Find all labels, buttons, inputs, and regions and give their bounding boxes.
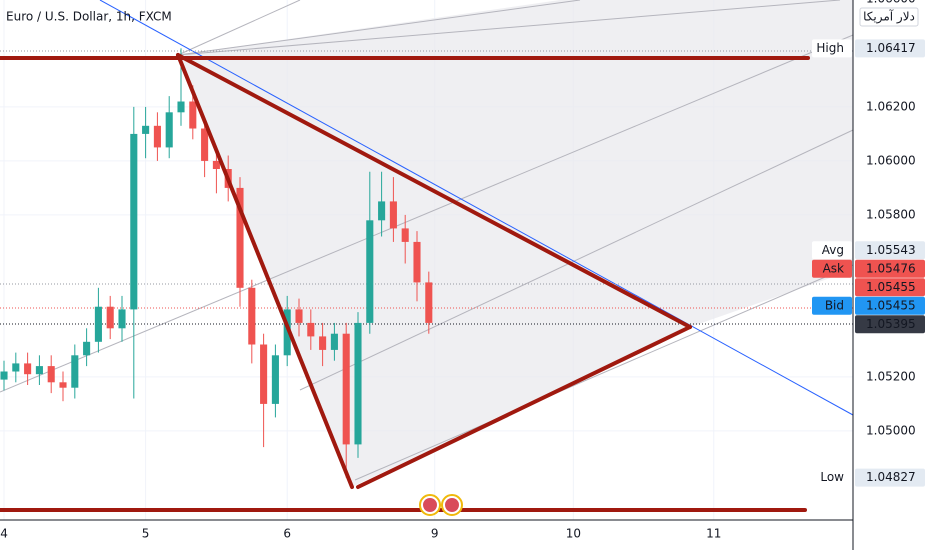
candle-body (153, 125, 161, 148)
y-tick-label: 1.05200 (866, 369, 916, 383)
price-label-box (855, 468, 925, 487)
trend-line (99, 0, 854, 416)
price-label-tag (812, 468, 852, 487)
channel-lines (0, 0, 854, 481)
candle-body (94, 306, 102, 342)
y-tick-label: 1.06000 (866, 153, 916, 167)
candle-body (201, 128, 209, 161)
candle-body (59, 382, 67, 388)
candle-body (212, 160, 220, 170)
candle-body (142, 125, 150, 134)
price-label-value: 1.05455 (866, 298, 916, 312)
y-tick-label: 1.05800 (866, 207, 916, 221)
y-tick-label: 1.05000 (866, 423, 916, 437)
triangle-drawing (0, 53, 810, 512)
price-label-box (855, 296, 925, 315)
channel-line (299, 129, 854, 391)
x-tick-label: 4 (0, 527, 8, 541)
candle-body (47, 366, 55, 383)
price-label-value: 1.06417 (866, 41, 916, 55)
candle-body (354, 322, 362, 445)
candle-body (236, 187, 244, 288)
y-tick-label: 1.06200 (866, 99, 916, 113)
price-label-name: Avg (822, 243, 844, 257)
channel-line (177, 0, 301, 56)
price-label-box (855, 259, 925, 278)
price-label-value: 1.05455 (866, 280, 916, 294)
candle-body (165, 112, 173, 148)
chart-title: Euro / U.S. Dollar, 1h, FXCM (6, 10, 172, 24)
candle-body (83, 341, 91, 356)
candle-body (319, 336, 327, 350)
candle-body (189, 101, 197, 129)
candle-body (330, 333, 338, 350)
triangle-edge (176, 53, 354, 489)
candle-body (401, 228, 409, 242)
channel-line (354, 264, 854, 481)
y-tick-label: 1.06600 (866, 0, 916, 5)
candle-body (118, 309, 126, 329)
currency-label: دلار آمریکا (863, 9, 915, 25)
channel-line (0, 34, 854, 393)
candle-body (177, 101, 185, 113)
flag-icon (423, 498, 437, 512)
price-label-value: 1.05543 (866, 243, 916, 257)
candle-body (413, 241, 421, 283)
candle-body (260, 344, 268, 404)
price-label-name: Ask (823, 261, 844, 275)
price-label-box (855, 278, 925, 297)
candle-body (378, 201, 386, 221)
candle-body (130, 133, 138, 310)
x-tick-label: 9 (431, 527, 439, 541)
candle-body (307, 322, 315, 337)
price-label-name: Bid (825, 298, 844, 312)
x-tick-label: 5 (142, 527, 150, 541)
price-label-box (855, 241, 925, 260)
candle-body (106, 306, 114, 329)
x-tick-label: 10 (566, 527, 581, 541)
candle-body (342, 333, 350, 445)
event-icons (419, 494, 463, 516)
price-label-tag (812, 39, 852, 58)
x-tick-label: 6 (283, 527, 291, 541)
price-label-tag (812, 259, 852, 278)
triangle-edge (176, 53, 692, 329)
candle-body (295, 309, 303, 323)
candle-body (0, 371, 8, 380)
price-label-value: 1.05476 (866, 261, 916, 275)
candles (0, 48, 433, 478)
price-label-name: High (816, 41, 844, 55)
candle-body (366, 220, 374, 323)
candle-body (389, 201, 397, 229)
price-label-tag (812, 296, 852, 315)
price-label-name: Low (820, 470, 844, 484)
flag-icon (445, 498, 459, 512)
candle-body (248, 287, 256, 345)
candle-body (283, 309, 291, 356)
x-tick-label: 11 (706, 527, 721, 541)
channel-line (177, 0, 841, 56)
price-label-value: 1.04827 (866, 470, 916, 484)
candle-body (35, 366, 43, 375)
candle-body (271, 355, 279, 404)
currency-badge (859, 7, 919, 27)
candle-body (425, 282, 433, 323)
triangle-edge (356, 325, 692, 489)
channel-line (177, 0, 581, 56)
candle-body (12, 363, 20, 372)
price-label-box (855, 39, 925, 58)
candle-body (71, 355, 79, 388)
price-label-tag (812, 241, 852, 260)
price-label-value: 1.05395 (866, 317, 916, 331)
axis-labels: 1.05000 1.05200 1.05800 1.06000 1.06200 1.066… (0, 0, 925, 541)
candle-body (24, 363, 32, 375)
price-label-box (855, 315, 925, 334)
